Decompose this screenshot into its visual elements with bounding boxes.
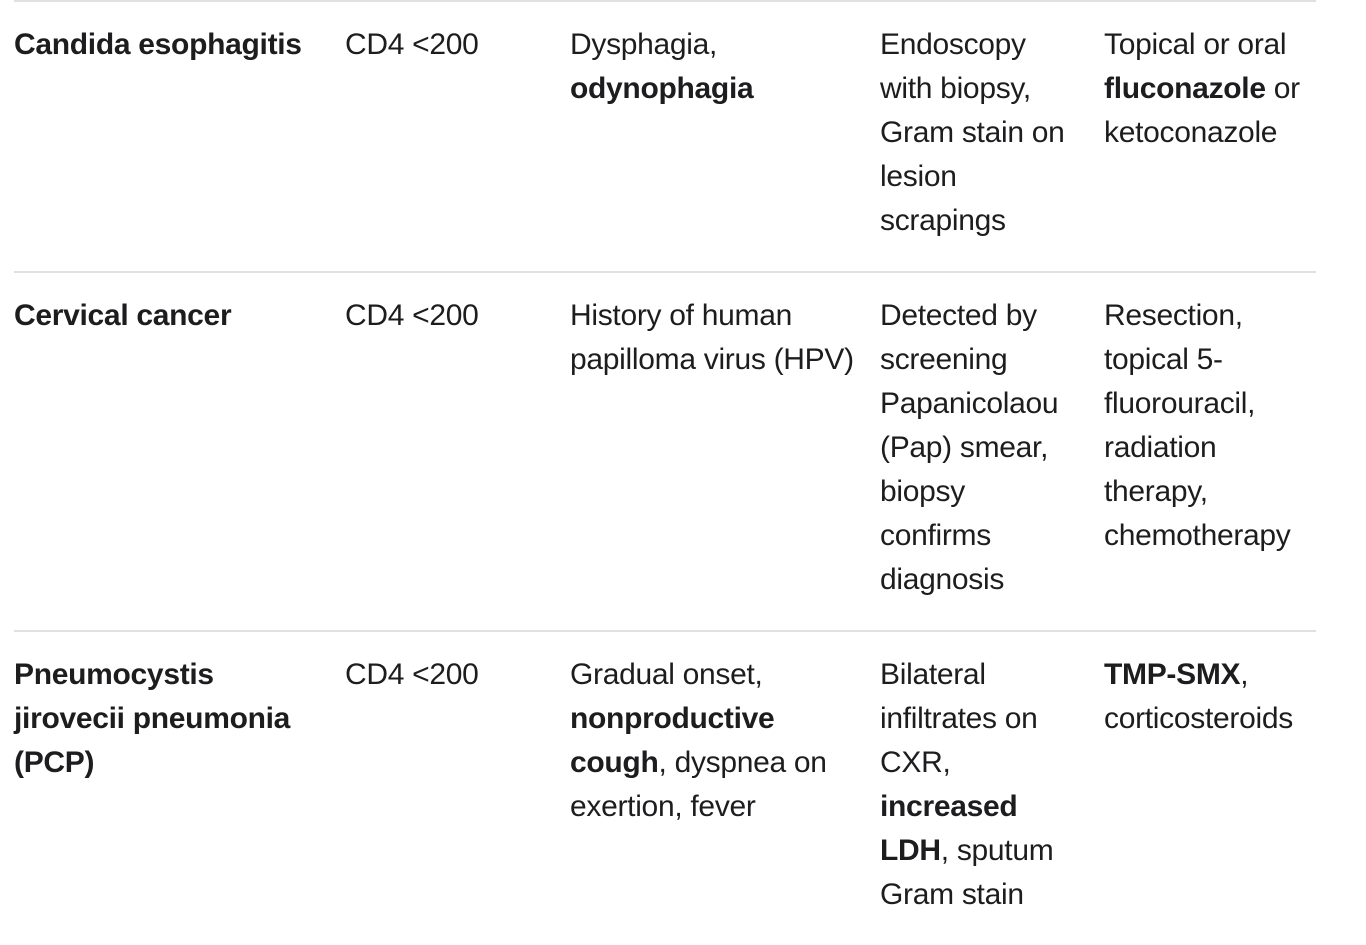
- clinical-presentation-cell: Dysphagia, odynophagia: [570, 28, 754, 105]
- cd4-count-cell: CD4 <200: [345, 299, 479, 332]
- treatment-cell: Topical or oral fluconazole or ketoconaz…: [1104, 28, 1300, 149]
- treatment-cell: Resection, topical 5- fluorouracil, radi…: [1104, 299, 1291, 552]
- table-row-candida-esophagitis: Candida esophagitis CD4 <200 Dysphagia, …: [14, 0, 1316, 271]
- diagnosis-cell: Detected by screening Papanicolaou (Pap)…: [880, 299, 1059, 596]
- cd4-count-cell: CD4 <200: [345, 28, 479, 61]
- treatment-cell: TMP-SMX, corticosteroids: [1104, 658, 1293, 735]
- table-row-pcp: Pneumocystis jirovecii pneumonia (PCP) C…: [14, 630, 1316, 945]
- table-row-cervical-cancer: Cervical cancer CD4 <200 History of huma…: [14, 271, 1316, 630]
- condition-cell: Candida esophagitis: [14, 28, 302, 61]
- diagnosis-cell: Bilateral infiltrates on CXR, increased …: [880, 658, 1054, 911]
- clinical-presentation-cell: History of human papilloma virus (HPV): [570, 299, 854, 376]
- condition-cell: Pneumocystis jirovecii pneumonia (PCP): [14, 658, 291, 779]
- opportunistic-conditions-table: Candida esophagitis CD4 <200 Dysphagia, …: [14, 0, 1316, 945]
- condition-cell: Cervical cancer: [14, 299, 232, 332]
- diagnosis-cell: Endoscopy with biopsy, Gram stain on les…: [880, 28, 1065, 237]
- clinical-presentation-cell: Gradual onset, nonproductive cough, dysp…: [570, 658, 827, 823]
- cd4-count-cell: CD4 <200: [345, 658, 479, 691]
